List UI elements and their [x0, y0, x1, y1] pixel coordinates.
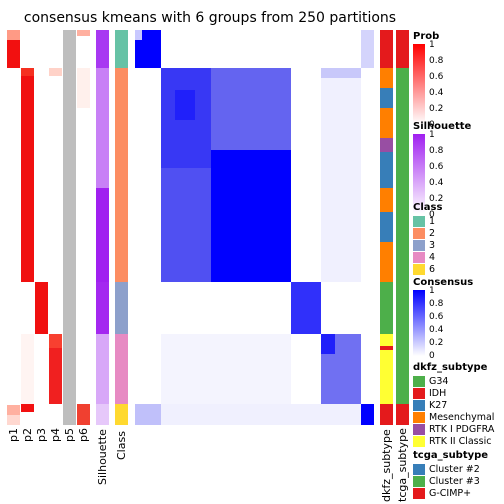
class-legend-label: 3 [429, 239, 436, 251]
prob-tick: 0.2 [429, 104, 444, 114]
prob-column-p2 [21, 30, 34, 425]
silhouette-gradient-bar [413, 134, 425, 214]
column-label-p4: p4 [49, 428, 62, 442]
silhouette-legend-title: Silhouette [413, 121, 472, 132]
dkfz-legend-label: RTK I PDGFRA [429, 423, 495, 435]
class-legend-title: Class [413, 202, 443, 213]
dkfz-legend-item: G34 [413, 375, 494, 387]
class-swatch [413, 239, 425, 251]
prob-column-p1 [7, 30, 20, 425]
prob-tick: 0 [429, 120, 435, 130]
dkfz-swatch [413, 435, 425, 447]
prob-column-p6 [77, 30, 90, 425]
tcga-legend-item: Cluster #3 [413, 475, 488, 487]
class-legend-label: 1 [429, 215, 436, 227]
tcga-legend-title: tcga_subtype [413, 450, 489, 461]
tcga-swatch [413, 487, 425, 499]
column-label-p1: p1 [7, 428, 20, 442]
class-legend-item: 4 [413, 251, 442, 263]
silhouette-legend: Silhouette 1 0.8 0.6 0.4 0.2 0 [413, 121, 472, 220]
dkfz-subtype-column [380, 30, 393, 425]
column-label-dkfz-subtype: dkfz_subtype [380, 429, 393, 502]
dkfz-swatch [413, 375, 425, 387]
dkfz-subtype-legend: dkfz_subtype G34 IDH K27 Mesenchymal RTK… [413, 362, 494, 447]
prob-tick: 0.6 [429, 72, 444, 82]
prob-column-p3 [35, 30, 48, 425]
consensus-tick: 0.2 [429, 338, 444, 348]
prob-tick: 0.4 [429, 88, 444, 98]
dkfz-swatch [413, 399, 425, 411]
consensus-tick: 0.8 [429, 299, 444, 309]
silhouette-tick: 0.8 [429, 146, 444, 156]
dkfz-swatch [413, 387, 425, 399]
column-label-p3: p3 [35, 428, 48, 442]
dkfz-legend-title: dkfz_subtype [413, 362, 488, 373]
consensus-legend-title: Consensus [413, 277, 474, 288]
dkfz-legend-item: RTK II Classic [413, 435, 494, 447]
consensus-matrix [135, 30, 374, 425]
silhouette-column [96, 30, 109, 425]
tcga-subtype-column [396, 30, 409, 425]
dkfz-swatch [413, 423, 425, 435]
column-label-p2: p2 [21, 428, 34, 442]
column-label-p5: p5 [63, 428, 76, 442]
prob-gradient-bar [413, 44, 425, 124]
class-legend-label: 2 [429, 227, 436, 239]
dkfz-legend-item: IDH [413, 387, 494, 399]
tcga-legend-label: Cluster #2 [429, 463, 480, 475]
class-legend-label: 6 [429, 263, 436, 275]
class-legend-label: 4 [429, 251, 436, 263]
dkfz-legend-label: IDH [429, 387, 447, 399]
tcga-legend-label: G-CIMP+ [429, 487, 472, 499]
consensus-tick: 0 [429, 351, 435, 361]
figure-title: consensus kmeans with 6 groups from 250 … [23, 10, 397, 26]
tcga-legend-item: Cluster #2 [413, 463, 488, 475]
class-legend-item: 3 [413, 239, 442, 251]
consensus-tick: 1 [429, 286, 435, 296]
silhouette-tick: 0.2 [429, 194, 444, 204]
column-label-silhouette: Silhouette [96, 429, 109, 485]
consensus-legend: Consensus 1 0.8 0.6 0.4 0.2 0 [413, 277, 474, 361]
silhouette-tick: 0.6 [429, 162, 444, 172]
dkfz-legend-item: RTK I PDGFRA [413, 423, 494, 435]
class-swatch [413, 251, 425, 263]
dkfz-legend-label: RTK II Classic [429, 435, 492, 447]
column-label-tcga-subtype: tcga_subtype [396, 428, 409, 502]
dkfz-legend-item: K27 [413, 399, 494, 411]
class-column [115, 30, 128, 425]
prob-legend-title: Prob [413, 31, 440, 42]
silhouette-tick: 0.4 [429, 178, 444, 188]
column-label-class: Class [115, 431, 128, 460]
consensus-tick: 0.6 [429, 312, 444, 322]
tcga-legend-item: G-CIMP+ [413, 487, 488, 499]
prob-tick: 1 [429, 40, 435, 50]
class-legend-item: 6 [413, 263, 442, 275]
consensus-tick: 0.4 [429, 325, 444, 335]
prob-column-p4 [49, 30, 62, 425]
dkfz-legend-label: Mesenchymal [429, 411, 495, 423]
dkfz-legend-label: K27 [429, 399, 448, 411]
prob-tick: 0.8 [429, 56, 444, 66]
class-legend: Class 1 2 3 4 6 [413, 202, 442, 275]
dkfz-legend-item: Mesenchymal [413, 411, 494, 423]
prob-column-p5 [63, 30, 76, 425]
silhouette-tick: 1 [429, 130, 435, 140]
tcga-swatch [413, 463, 425, 475]
class-legend-item: 1 [413, 215, 442, 227]
tcga-legend-label: Cluster #3 [429, 475, 480, 487]
class-legend-item: 2 [413, 227, 442, 239]
dkfz-swatch [413, 411, 425, 423]
class-swatch [413, 215, 425, 227]
consensus-gradient-bar [413, 290, 425, 356]
tcga-subtype-legend: tcga_subtype Cluster #2 Cluster #3 G-CIM… [413, 450, 488, 499]
column-label-p6: p6 [77, 428, 90, 442]
dkfz-legend-label: G34 [429, 375, 449, 387]
class-swatch [413, 263, 425, 275]
silhouette-tick: 0 [429, 210, 435, 220]
tcga-swatch [413, 475, 425, 487]
prob-legend: Prob 1 0.8 0.6 0.4 0.2 0 [413, 31, 443, 130]
class-swatch [413, 227, 425, 239]
